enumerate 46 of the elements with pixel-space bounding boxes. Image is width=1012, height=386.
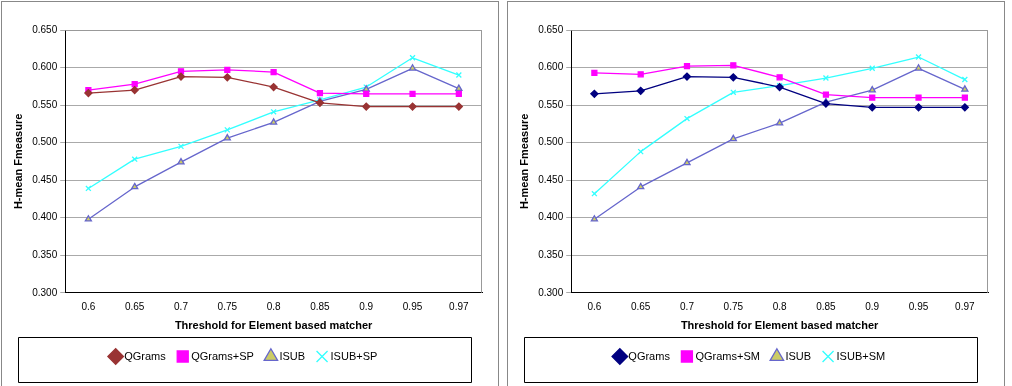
x-tick-label: 0.7 (174, 300, 189, 312)
x-tick-label: 0.95 (402, 300, 423, 312)
y-tick-label: 0.500 (32, 136, 58, 148)
y-tick-label: 0.650 (538, 23, 564, 35)
y-tick-label: 0.400 (32, 211, 58, 223)
legend-label: ISUB (785, 349, 812, 362)
x-tick-label: 0.9 (865, 300, 880, 312)
x-tick-label: 0.7 (680, 300, 695, 312)
y-tick-label: 0.650 (32, 23, 58, 35)
x-tick-label: 0.75 (723, 300, 744, 312)
x-axis-title: Threshold for Element based matcher (680, 319, 880, 332)
y-axis-title: H-mean Fmeasure (11, 113, 24, 210)
y-tick-label: 0.550 (32, 98, 58, 110)
y-tick-label: 0.450 (32, 173, 58, 185)
y-tick-label: 0.600 (32, 61, 58, 73)
y-tick-label: 0.350 (538, 249, 564, 261)
x-tick-label: 0.6 (81, 300, 96, 312)
y-tick-label: 0.350 (32, 249, 58, 261)
legend-label: QGrams (628, 349, 671, 362)
y-tick-label: 0.500 (538, 136, 564, 148)
x-tick-label: 0.9 (359, 300, 374, 312)
legend-label: QGrams (124, 349, 167, 362)
y-tick-label: 0.400 (538, 211, 564, 223)
x-tick-label: 0.8 (266, 300, 281, 312)
y-tick-label: 0.550 (538, 98, 564, 110)
y-tick-label: 0.300 (32, 286, 58, 298)
x-axis-title: Threshold for Element based matcher (174, 319, 374, 332)
legend-label: QGrams+SP (191, 349, 254, 362)
legend-label: ISUB (279, 349, 306, 362)
x-tick-label: 0.85 (816, 300, 837, 312)
x-tick-label: 0.97 (449, 300, 470, 312)
x-tick-label: 0.75 (217, 300, 238, 312)
legend-label: ISUB+SP (330, 349, 378, 362)
x-tick-label: 0.97 (955, 300, 976, 312)
y-axis-title: H-mean Fmeasure (517, 113, 530, 210)
x-tick-label: 0.6 (587, 300, 602, 312)
legend-label: QGrams+SM (695, 349, 760, 362)
y-tick-label: 0.300 (538, 286, 564, 298)
y-tick-label: 0.450 (538, 173, 564, 185)
legend-label: ISUB+SM (836, 349, 886, 362)
x-tick-label: 0.95 (908, 300, 929, 312)
x-tick-label: 0.65 (124, 300, 145, 312)
y-tick-label: 0.600 (538, 61, 564, 73)
x-tick-label: 0.85 (310, 300, 331, 312)
x-tick-label: 0.65 (630, 300, 651, 312)
x-tick-label: 0.8 (772, 300, 787, 312)
